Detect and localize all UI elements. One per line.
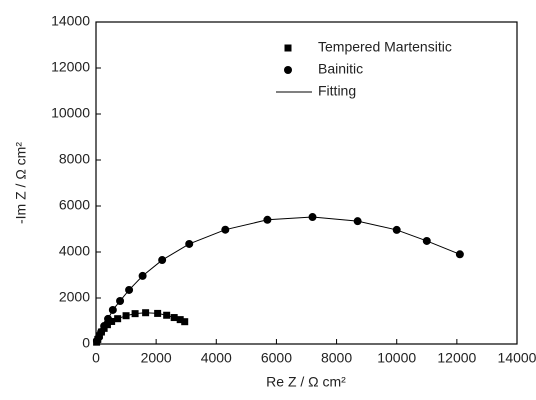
marker-square — [131, 310, 139, 318]
marker-circle — [104, 314, 113, 323]
marker-circle — [221, 225, 230, 234]
marker-circle — [158, 256, 167, 265]
marker-circle — [455, 250, 464, 259]
marker-square — [114, 315, 122, 323]
y-tick-label: 0 — [82, 335, 90, 351]
y-axis-label: -Im Z / Ω cm² — [13, 142, 29, 224]
marker-square — [142, 309, 150, 317]
x-tick-label: 4000 — [201, 350, 232, 366]
marker-circle — [100, 322, 109, 331]
marker-square — [284, 44, 292, 52]
marker-circle — [308, 213, 317, 222]
x-tick-label: 6000 — [261, 350, 292, 366]
marker-circle — [125, 285, 134, 294]
x-tick-label: 10000 — [377, 350, 416, 366]
plot-frame — [95, 21, 518, 345]
marker-circle — [263, 215, 272, 224]
marker-square — [181, 318, 189, 326]
legend-label: Bainitic — [318, 61, 363, 77]
marker-square — [176, 316, 184, 324]
x-tick-label: 14000 — [498, 350, 536, 366]
marker-circle — [116, 296, 125, 305]
marker-circle — [97, 328, 106, 337]
y-tick-label: 10000 — [51, 105, 90, 121]
marker-circle — [422, 236, 431, 245]
x-tick-label: 8000 — [321, 350, 352, 366]
marker-square — [163, 311, 171, 319]
marker-circle — [185, 239, 194, 248]
x-axis-label: Re Z / Ω cm² — [266, 374, 346, 390]
marker-square — [154, 309, 162, 317]
marker-circle — [392, 225, 401, 234]
legend-label: Fitting — [318, 83, 356, 99]
marker-square — [170, 314, 178, 322]
marker-circle — [353, 217, 362, 226]
fit-line — [96, 216, 461, 342]
marker-circle — [138, 271, 147, 280]
y-tick-label: 14000 — [51, 13, 90, 29]
x-tick-label: 2000 — [141, 350, 172, 366]
legend-label: Tempered Martensitic — [318, 39, 452, 55]
y-tick-label: 2000 — [59, 289, 90, 305]
marker-circle — [284, 66, 292, 74]
y-tick-label: 6000 — [59, 197, 90, 213]
x-tick-label: 12000 — [437, 350, 476, 366]
y-tick-label: 4000 — [59, 243, 90, 259]
y-tick-label: 8000 — [59, 151, 90, 167]
marker-circle — [108, 305, 117, 314]
y-tick-label: 12000 — [51, 59, 90, 75]
marker-square — [108, 317, 116, 325]
marker-square — [122, 312, 130, 320]
x-tick-label: 0 — [92, 350, 100, 366]
